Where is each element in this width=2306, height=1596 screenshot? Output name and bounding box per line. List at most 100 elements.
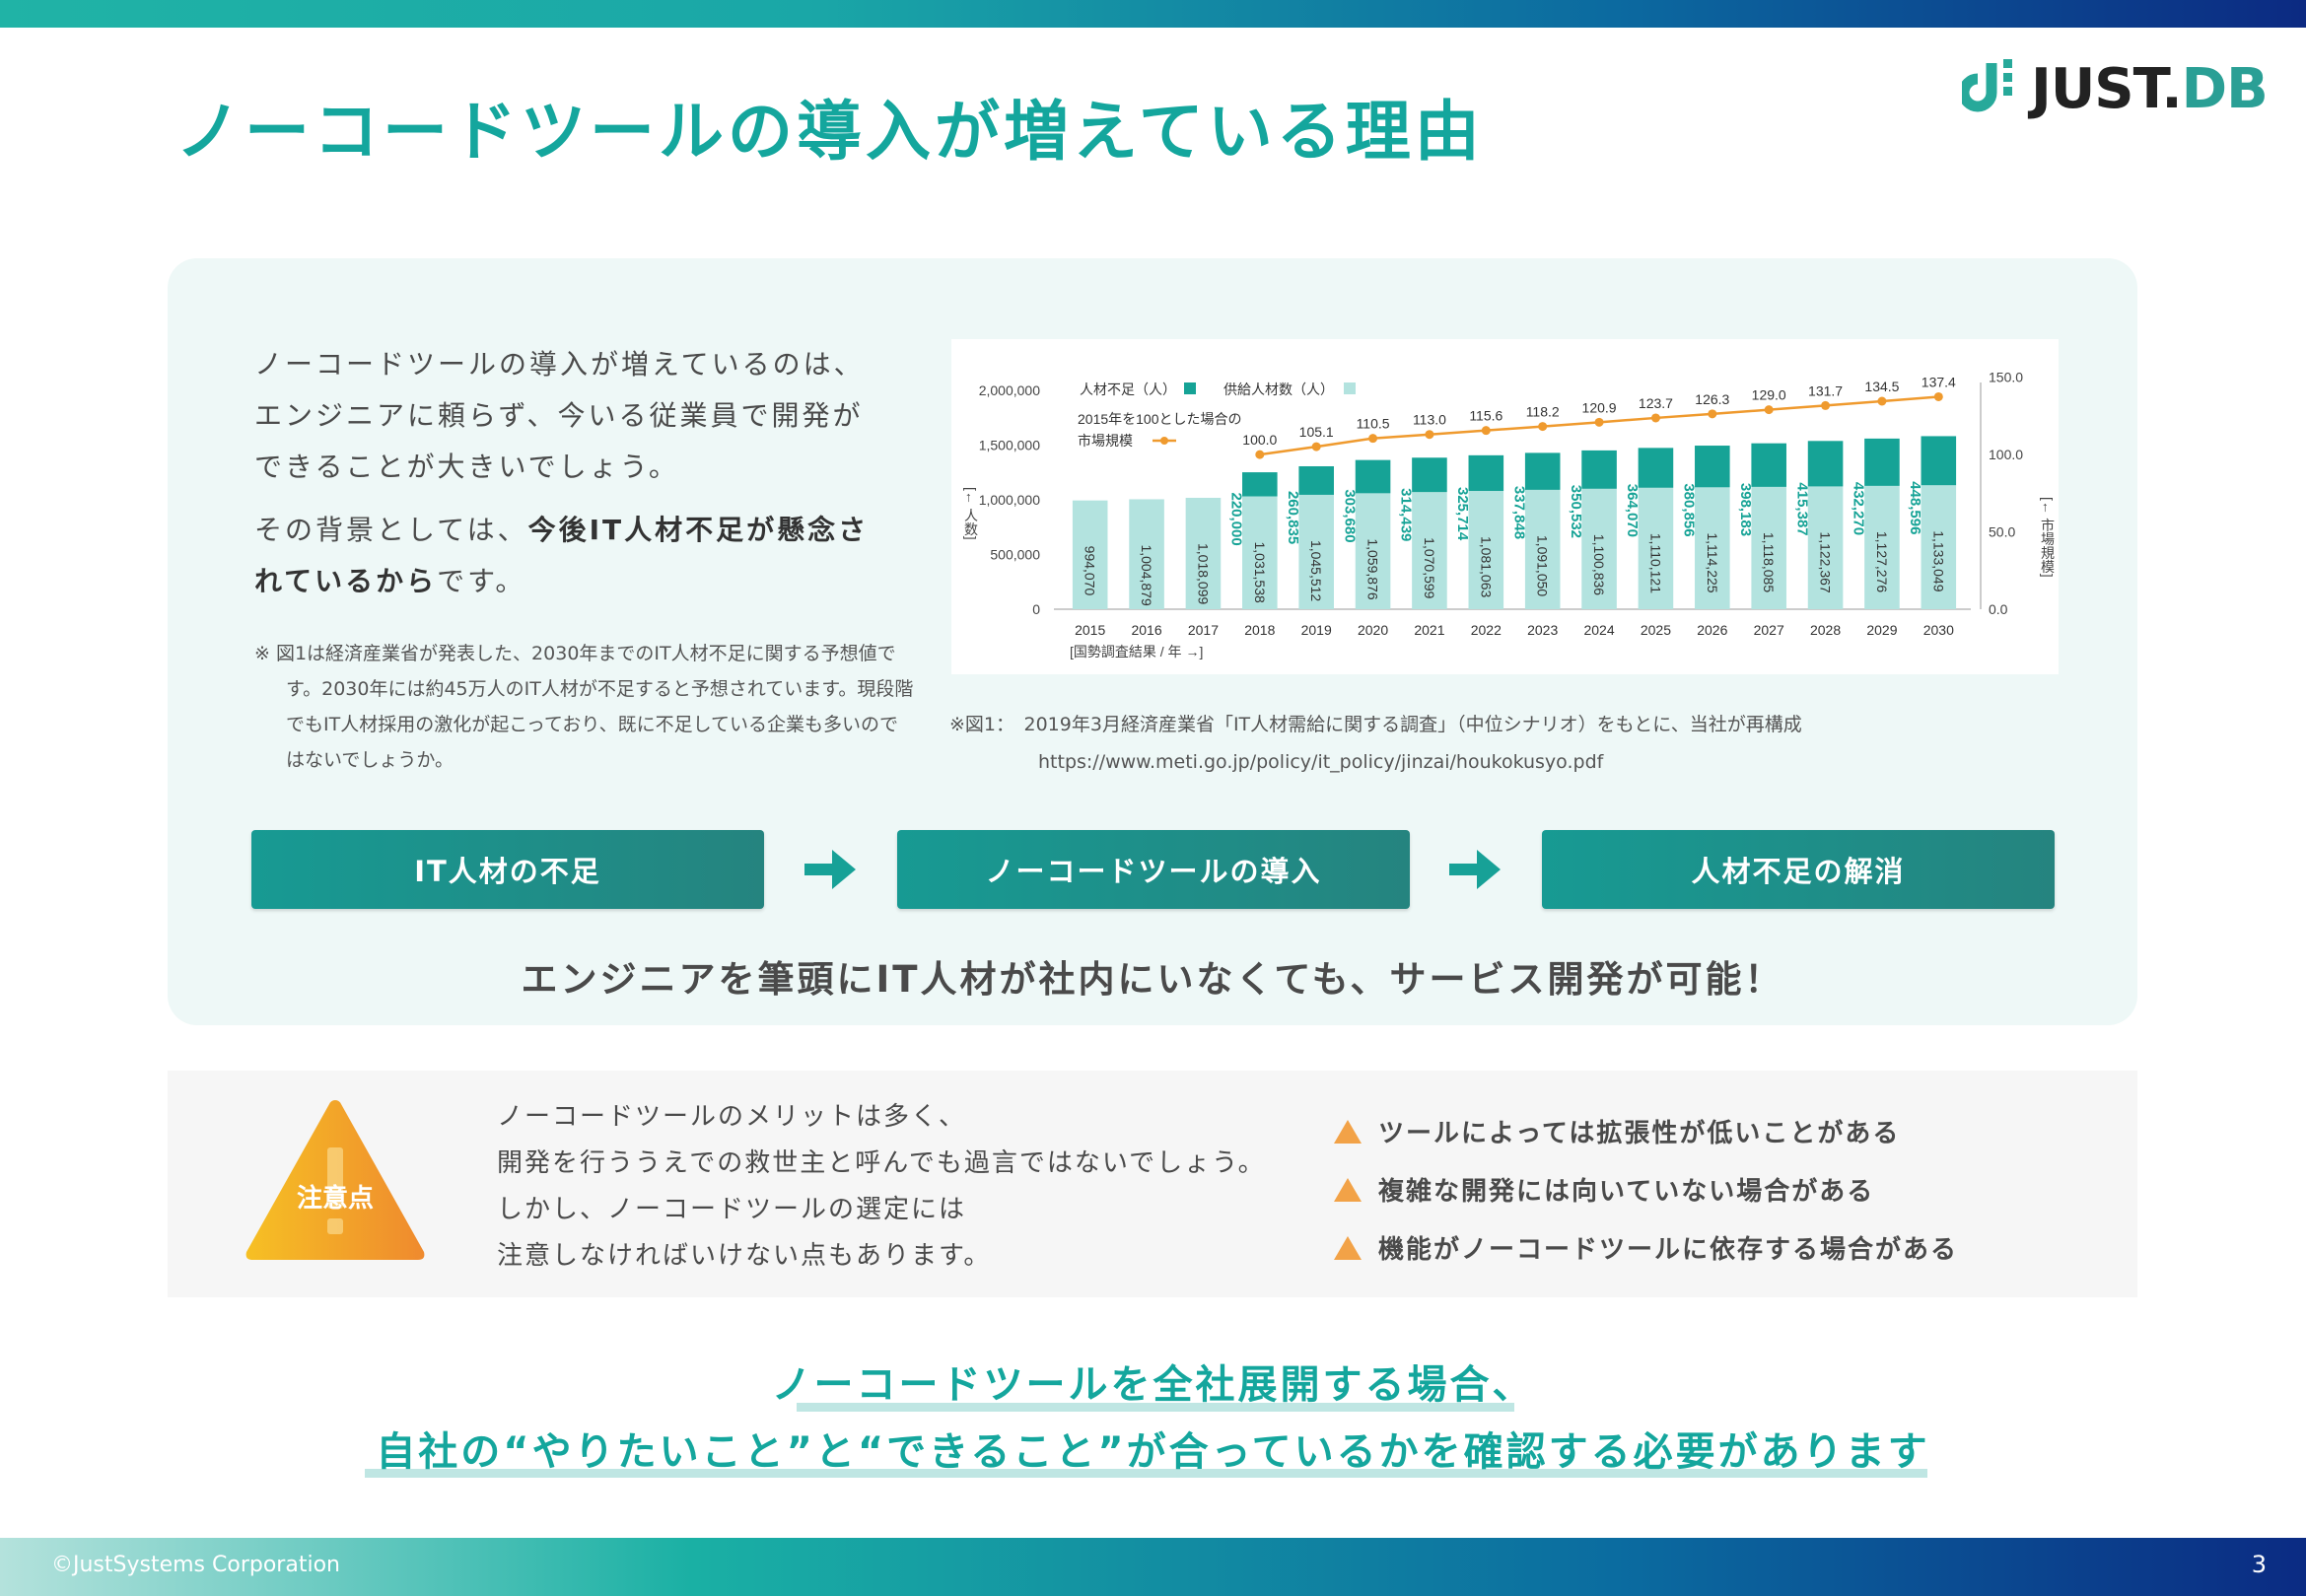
bar-supply-label: 994,070 bbox=[1083, 546, 1098, 596]
market-size-label: 126.3 bbox=[1695, 391, 1729, 407]
flow-conclusion: エンジニアを筆頭にIT人材が社内にいなくても、サービス開発が可能！ bbox=[521, 958, 1784, 1001]
bar-supply-label: 1,127,276 bbox=[1874, 531, 1890, 592]
caution-point-text: ツールによっては拡張性が低いことがある bbox=[1378, 1119, 1901, 1148]
market-size-label: 134.5 bbox=[1864, 379, 1899, 394]
bar-shortage bbox=[1242, 472, 1278, 497]
x-tick-label: 2025 bbox=[1641, 622, 1671, 638]
warning-triangle-icon bbox=[1334, 1235, 1362, 1260]
underline-highlight bbox=[365, 1469, 1927, 1478]
market-size-label: 123.7 bbox=[1639, 395, 1673, 411]
bar-shortage-label: 415,387 bbox=[1793, 482, 1810, 535]
caution-point: 複雑な開発には向いていない場合がある bbox=[1333, 1160, 1958, 1218]
market-size-label: 113.0 bbox=[1413, 412, 1446, 428]
caution-badge-label: 注意点 bbox=[296, 1184, 374, 1214]
bar-supply bbox=[1242, 496, 1278, 609]
caution-point-text: 複雑な開発には向いていない場合がある bbox=[1378, 1177, 1875, 1207]
caution-description: ノーコードツールのメリットは多く、 開発を行ううえでの救世主と呼んでも過言ではな… bbox=[497, 1094, 1266, 1280]
market-size-label: 120.9 bbox=[1582, 399, 1617, 415]
chart-note: ※ 図1は経済産業省が発表した、2030年までのIT人材不足に関する予想値です。… bbox=[254, 643, 914, 771]
market-size-label: 115.6 bbox=[1469, 408, 1502, 424]
intro-paragraph-1: ノーコードツールの導入が増えているのは、エンジニアに頼らず、今いる従業員で開発が… bbox=[254, 348, 865, 483]
legend-supply-swatch bbox=[1344, 382, 1356, 394]
bar-supply bbox=[1751, 486, 1786, 609]
legend-supply-label: 供給人材数（人） bbox=[1223, 382, 1334, 397]
bar-shortage bbox=[1298, 465, 1334, 495]
x-tick-label: 2021 bbox=[1414, 622, 1444, 638]
market-size-point bbox=[1255, 450, 1265, 459]
y-left-tick-label: 500,000 bbox=[990, 547, 1040, 563]
market-size-label: 129.0 bbox=[1752, 387, 1786, 403]
market-size-label: 118.2 bbox=[1526, 404, 1560, 420]
intro-text: ノーコードツールの導入が増えているのは、エンジニアに頼らず、今いる従業員で開発が… bbox=[254, 339, 885, 619]
market-size-point bbox=[1650, 413, 1660, 423]
logo-text: JUST.DB bbox=[2031, 57, 2269, 121]
bar-shortage-label: 432,270 bbox=[1851, 482, 1867, 535]
figure-caption-line1: ※図1： 2019年3月経済産業省「IT人材需給に関する調査」（中位シナリオ）を… bbox=[949, 714, 1802, 735]
page-number: 3 bbox=[2251, 1551, 2267, 1578]
arrow-right-icon bbox=[1449, 850, 1501, 889]
bar-supply-label: 1,081,063 bbox=[1478, 536, 1494, 597]
arrow-right-icon bbox=[804, 850, 856, 889]
flow-step-2: ノーコードツールの導入 bbox=[897, 830, 1410, 909]
bar-supply bbox=[1638, 487, 1674, 609]
bar-supply bbox=[1185, 497, 1222, 609]
bar-supply-label: 1,118,085 bbox=[1761, 532, 1777, 592]
footer-bar bbox=[0, 1538, 2306, 1596]
x-tick-label: 2019 bbox=[1301, 622, 1332, 638]
caution-point: 機能がノーコードツールに依存する場合がある bbox=[1333, 1218, 1958, 1277]
bar-supply bbox=[1921, 485, 1957, 609]
bar-supply-label: 1,110,121 bbox=[1647, 533, 1663, 593]
warning-triangle-icon bbox=[245, 1100, 425, 1260]
bar-shortage bbox=[1695, 446, 1730, 488]
bar-supply bbox=[1468, 491, 1504, 609]
bar-shortage-label: 220,000 bbox=[1228, 492, 1245, 545]
caution-line: 注意しなければいけない点もあります。 bbox=[497, 1241, 992, 1271]
bar-shortage bbox=[1638, 448, 1674, 488]
x-tick-label: 2027 bbox=[1754, 622, 1784, 638]
y-left-tick-label: 1,000,000 bbox=[979, 492, 1040, 508]
page-title: ノーコードツールの導入が増えている理由 bbox=[175, 94, 1484, 170]
bar-shortage-label: 350,532 bbox=[1568, 485, 1584, 538]
bar-shortage bbox=[1355, 459, 1391, 494]
bar-shortage-label: 260,835 bbox=[1285, 491, 1301, 544]
top-gradient-bar bbox=[0, 0, 2306, 28]
y-left-tick-label: 1,500,000 bbox=[979, 438, 1040, 453]
bar-supply-label: 1,045,512 bbox=[1308, 540, 1324, 601]
x-tick-label: 2018 bbox=[1244, 622, 1275, 638]
legend-market-marker bbox=[1160, 437, 1168, 445]
bar-shortage-label: 314,439 bbox=[1398, 488, 1415, 541]
caution-line: 開発を行ううえでの救世主と呼んでも過言ではないでしょう。 bbox=[497, 1148, 1266, 1178]
market-size-label: 105.1 bbox=[1299, 424, 1334, 440]
y-right-tick-label: 0.0 bbox=[1989, 601, 2008, 617]
market-size-point bbox=[1538, 422, 1548, 432]
bar-supply bbox=[1695, 487, 1730, 609]
bottom-message-line-2: 自社の“やりたいこと”と“できること”が合っているかを確認する必要があります bbox=[376, 1429, 1930, 1475]
bar-supply bbox=[1298, 494, 1334, 609]
bar-supply-label: 1,059,876 bbox=[1365, 538, 1381, 599]
copyright: ©JustSystems Corporation bbox=[51, 1553, 340, 1577]
bar-supply-label: 1,018,099 bbox=[1195, 543, 1211, 604]
market-size-point bbox=[1594, 417, 1604, 427]
legend-market-label-line1: 2015年を100とした場合の bbox=[1078, 411, 1242, 427]
market-size-point bbox=[1368, 434, 1378, 444]
market-size-label: 100.0 bbox=[1242, 432, 1277, 448]
bar-supply-label: 1,031,538 bbox=[1252, 541, 1268, 602]
bar-shortage-label: 448,596 bbox=[1907, 481, 1923, 534]
bar-shortage bbox=[1412, 457, 1447, 493]
bar-shortage-label: 303,680 bbox=[1341, 489, 1358, 542]
warning-triangle-icon bbox=[1334, 1119, 1362, 1144]
x-tick-label: 2023 bbox=[1527, 622, 1558, 638]
x-tick-label: 2029 bbox=[1866, 622, 1897, 638]
caution-points-list: ツールによっては拡張性が低いことがある 複雑な開発には向いていない場合がある 機… bbox=[1333, 1102, 1958, 1277]
bar-shortage bbox=[1468, 454, 1504, 492]
bar-supply bbox=[1129, 499, 1164, 609]
bar-shortage bbox=[1751, 443, 1786, 487]
bar-shortage bbox=[1921, 436, 1957, 486]
x-tick-label: 2020 bbox=[1358, 622, 1388, 638]
it-shortage-chart: 2,000,000 1,500,000 1,000,000 500,000 0 150.0… bbox=[951, 339, 2059, 674]
bar-shortage-label: 380,856 bbox=[1681, 483, 1698, 536]
caution-point: ツールによっては拡張性が低いことがある bbox=[1333, 1102, 1958, 1160]
y-left-tick-label: 2,000,000 bbox=[979, 382, 1040, 398]
bar-supply-label: 1,122,367 bbox=[1818, 531, 1834, 592]
market-size-label: 110.5 bbox=[1357, 416, 1390, 432]
